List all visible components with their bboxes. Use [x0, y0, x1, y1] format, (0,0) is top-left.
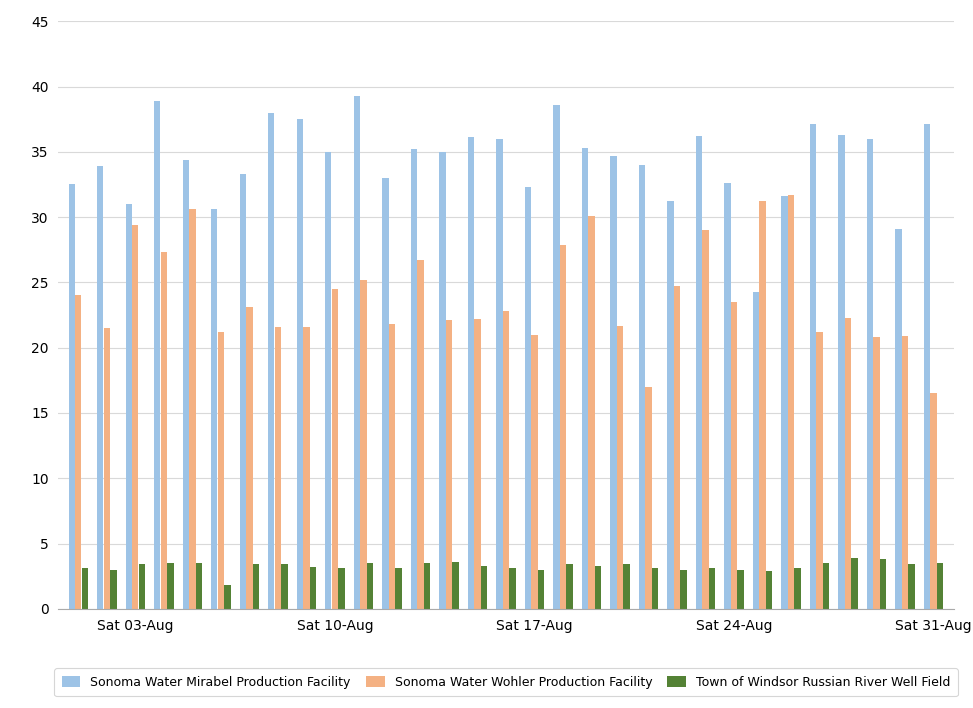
Bar — [731, 302, 738, 609]
Bar — [909, 564, 915, 609]
Bar — [82, 569, 88, 609]
Bar — [895, 229, 902, 609]
Bar — [468, 137, 474, 609]
Bar — [589, 216, 595, 609]
Bar — [652, 569, 658, 609]
Bar — [253, 564, 259, 609]
Bar — [566, 564, 573, 609]
Bar — [239, 174, 246, 609]
Legend: Sonoma Water Mirabel Production Facility, Sonoma Water Wohler Production Facilit: Sonoma Water Mirabel Production Facility… — [54, 668, 957, 696]
Bar — [610, 156, 617, 609]
Bar — [759, 202, 766, 609]
Bar — [211, 210, 217, 609]
Bar — [795, 569, 801, 609]
Bar — [902, 336, 908, 609]
Bar — [183, 160, 189, 609]
Bar — [69, 185, 75, 609]
Bar — [439, 152, 446, 609]
Bar — [354, 96, 360, 609]
Bar — [446, 320, 452, 609]
Bar — [225, 586, 231, 609]
Bar — [126, 204, 132, 609]
Bar — [75, 295, 82, 609]
Bar — [161, 252, 167, 609]
Bar — [839, 135, 845, 609]
Bar — [667, 202, 673, 609]
Bar — [481, 566, 487, 609]
Bar — [196, 563, 202, 609]
Bar — [880, 559, 886, 609]
Bar — [709, 569, 715, 609]
Bar — [139, 564, 145, 609]
Bar — [104, 328, 110, 609]
Bar — [339, 569, 344, 609]
Bar — [496, 139, 502, 609]
Bar — [167, 563, 173, 609]
Bar — [452, 562, 458, 609]
Bar — [246, 307, 253, 609]
Bar — [874, 337, 880, 609]
Bar — [110, 570, 117, 609]
Bar — [154, 101, 161, 609]
Bar — [269, 113, 274, 609]
Bar — [595, 566, 601, 609]
Bar — [924, 125, 930, 609]
Bar — [645, 387, 652, 609]
Bar — [503, 311, 509, 609]
Bar — [395, 569, 402, 609]
Bar — [281, 564, 288, 609]
Bar — [538, 570, 544, 609]
Bar — [97, 166, 103, 609]
Bar — [766, 571, 773, 609]
Bar — [738, 570, 743, 609]
Bar — [816, 332, 823, 609]
Bar — [753, 292, 759, 609]
Bar — [424, 563, 430, 609]
Bar — [382, 178, 388, 609]
Bar — [218, 332, 224, 609]
Bar — [781, 196, 787, 609]
Bar — [845, 318, 851, 609]
Bar — [788, 195, 794, 609]
Bar — [367, 563, 373, 609]
Bar — [810, 125, 816, 609]
Bar — [524, 187, 531, 609]
Bar — [867, 139, 873, 609]
Bar — [851, 558, 858, 609]
Bar — [297, 119, 303, 609]
Bar — [930, 394, 937, 609]
Bar — [332, 289, 338, 609]
Bar — [309, 567, 316, 609]
Bar — [274, 327, 281, 609]
Bar — [304, 327, 309, 609]
Bar — [325, 152, 332, 609]
Bar — [674, 286, 680, 609]
Bar — [474, 319, 481, 609]
Bar — [389, 324, 395, 609]
Bar — [937, 563, 943, 609]
Bar — [510, 569, 516, 609]
Bar — [724, 183, 731, 609]
Bar — [617, 326, 623, 609]
Bar — [582, 148, 588, 609]
Bar — [639, 165, 645, 609]
Bar — [703, 230, 708, 609]
Bar — [411, 149, 417, 609]
Bar — [680, 570, 687, 609]
Bar — [554, 105, 559, 609]
Bar — [531, 335, 538, 609]
Bar — [559, 244, 566, 609]
Bar — [132, 225, 138, 609]
Bar — [189, 210, 196, 609]
Bar — [360, 280, 367, 609]
Bar — [696, 136, 703, 609]
Bar — [823, 563, 829, 609]
Bar — [624, 564, 630, 609]
Bar — [417, 261, 423, 609]
